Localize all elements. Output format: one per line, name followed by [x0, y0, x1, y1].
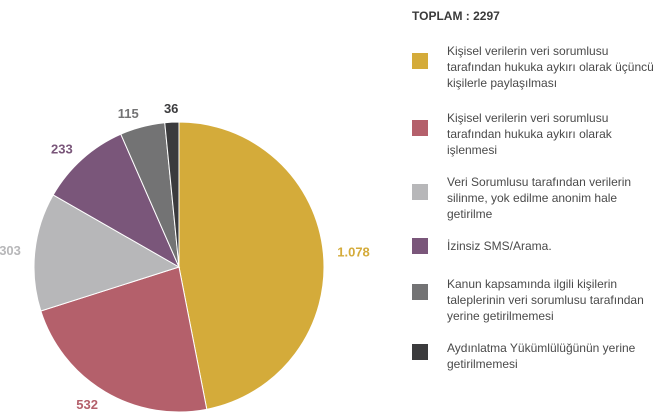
pie-slice-3 — [33, 194, 181, 312]
pie-chart: 1.078 532 303 233 115 36 — [0, 101, 370, 413]
pie-slice-4 — [52, 133, 181, 269]
pie-label-3: 303 — [0, 243, 21, 258]
legend-swatch-3 — [412, 184, 428, 200]
legend-swatch-2 — [412, 120, 428, 136]
pie-label-4: 233 — [51, 142, 73, 157]
legend-swatch-5 — [412, 284, 428, 300]
legend-swatch-6 — [412, 344, 428, 360]
legend-text-1: Kişisel verilerin veri sorumlusu tarafın… — [447, 44, 654, 90]
pie-label-2: 532 — [76, 397, 98, 412]
total-label: TOPLAM : 2297 — [412, 9, 500, 23]
legend-text-3: Veri Sorumlusu tarafından verilerin sili… — [447, 175, 632, 221]
pie-slice-6 — [164, 121, 180, 268]
legend-swatch-4 — [412, 238, 428, 254]
pie-slice-2 — [40, 266, 208, 413]
legend-text-6: Aydınlatma Yükümlülüğünün yerine getiril… — [447, 341, 636, 371]
legend-text-5: Kanun kapsamında ilgili kişilerin talepl… — [447, 277, 644, 323]
pie-slice-1 — [178, 121, 325, 410]
pie-label-1: 1.078 — [337, 245, 370, 260]
pie-label-6: 36 — [164, 101, 178, 116]
legend-swatch-1 — [412, 53, 428, 69]
pie-chart-svg: 1.078 532 303 233 115 36 — [0, 101, 370, 413]
legend: Kişisel verilerin veri sorumlusu tarafın… — [412, 0, 672, 416]
legend-text-2: Kişisel verilerin veri sorumlusu tarafın… — [447, 111, 612, 157]
pie-label-5: 115 — [118, 106, 139, 121]
legend-text-4: İzinsiz SMS/Arama. — [447, 239, 552, 253]
